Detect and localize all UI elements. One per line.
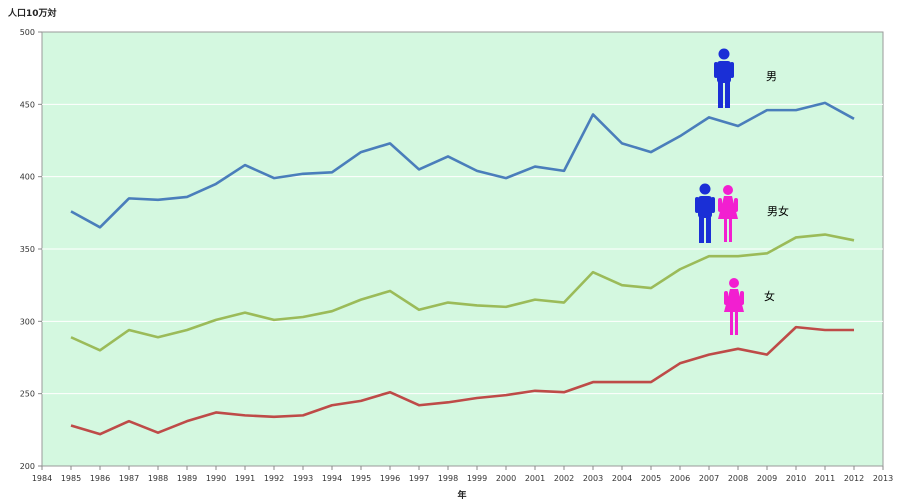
x-tick-label: 2001 [525,474,545,483]
y-tick-label: 300 [20,317,35,326]
x-tick-label: 1996 [380,474,400,483]
x-tick-label: 1993 [293,474,313,483]
male-figure-icon [695,183,715,243]
x-tick-label: 2005 [641,474,661,483]
x-tick-label: 2008 [728,474,748,483]
x-tick-label: 2000 [496,474,516,483]
x-tick-label: 2002 [554,474,574,483]
x-tick-label: 1989 [177,474,197,483]
x-tick-label: 1999 [467,474,487,483]
x-tick-label: 1998 [438,474,458,483]
series-label-male: 男 [766,70,777,83]
x-tick-label: 1997 [409,474,429,483]
x-tick-label: 1986 [90,474,110,483]
y-tick-label: 500 [20,28,35,37]
x-tick-label: 1990 [206,474,226,483]
female-figure-icon [724,278,744,335]
series-line-0 [70,101,855,229]
female-figure-icon [718,185,738,242]
x-tick-label: 1987 [119,474,139,483]
y-tick-label: 350 [20,245,35,254]
y-tick-label: 450 [20,100,35,109]
x-tick-label: 1992 [264,474,284,483]
x-tick-label: 1984 [32,474,52,483]
x-tick-label: 2003 [583,474,603,483]
x-tick-label: 2013 [873,474,893,483]
x-tick-label: 2010 [786,474,806,483]
y-tick-label: 200 [20,462,35,471]
male-female-figures-icon [695,183,738,243]
x-tick-label: 1994 [322,474,342,483]
gridlines [42,103,883,395]
x-axis-ticks: 1984 1985 1986 1987 1988 1989 1990 1991 1992 1993… [32,466,893,483]
x-tick-label: 2012 [844,474,864,483]
x-tick-label: 2011 [815,474,835,483]
x-tick-label: 1991 [235,474,255,483]
series-line-1 [70,233,855,352]
male-figure-icon [714,48,734,108]
x-tick-label: 2004 [612,474,632,483]
series-lines [70,101,855,436]
series-label-both: 男女 [767,204,789,218]
x-tick-label: 2009 [757,474,777,483]
x-tick-label: 2007 [699,474,719,483]
y-axis-title: 人口10万対 [7,7,57,19]
x-tick-label: 1988 [148,474,168,483]
y-axis-ticks: 200 250 300 350 400 450 500 [20,28,42,471]
series-line-2 [70,325,854,436]
series-label-female: 女 [764,289,775,303]
x-tick-label: 1985 [61,474,81,483]
y-tick-label: 400 [20,173,35,182]
x-axis-title: 年 [457,489,466,501]
x-tick-label: 1995 [351,474,371,483]
x-tick-label: 2006 [670,474,690,483]
y-tick-label: 250 [20,390,35,399]
